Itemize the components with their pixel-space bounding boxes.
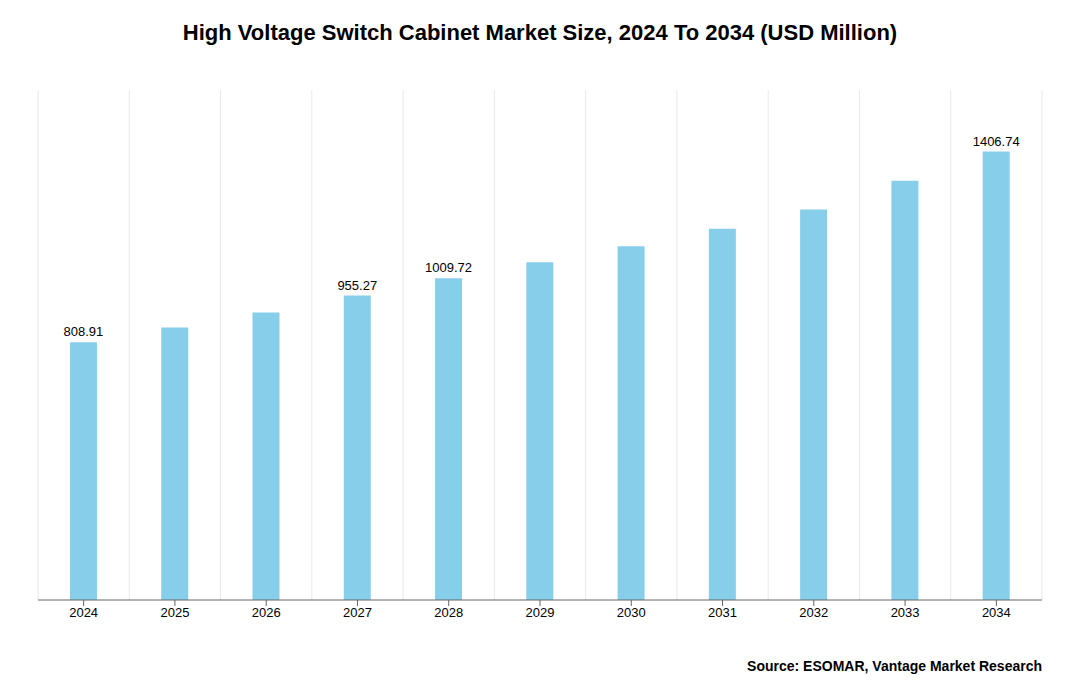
svg-text:2028: 2028	[434, 605, 463, 620]
svg-text:2024: 2024	[69, 605, 98, 620]
svg-text:1406.74: 1406.74	[973, 134, 1020, 149]
svg-text:2034: 2034	[982, 605, 1011, 620]
svg-text:2026: 2026	[252, 605, 281, 620]
svg-text:955.27: 955.27	[337, 278, 377, 293]
svg-text:2025: 2025	[160, 605, 189, 620]
svg-text:1009.72: 1009.72	[425, 260, 472, 275]
svg-text:2033: 2033	[891, 605, 920, 620]
html-text:Source: ESOMAR, Vantage Market: Source: ESOMAR, Vantage Market Research	[747, 658, 1042, 674]
html-text:High Voltage Switch Cabinet Ma: High Voltage Switch Cabinet Market Size,…	[182, 20, 898, 45]
svg-text:2027: 2027	[343, 605, 372, 620]
svg-text:2030: 2030	[617, 605, 646, 620]
svg-text:2031: 2031	[708, 605, 737, 620]
svg-text:2029: 2029	[526, 605, 555, 620]
svg-text:808.91: 808.91	[64, 324, 104, 339]
svg-text:2032: 2032	[799, 605, 828, 620]
